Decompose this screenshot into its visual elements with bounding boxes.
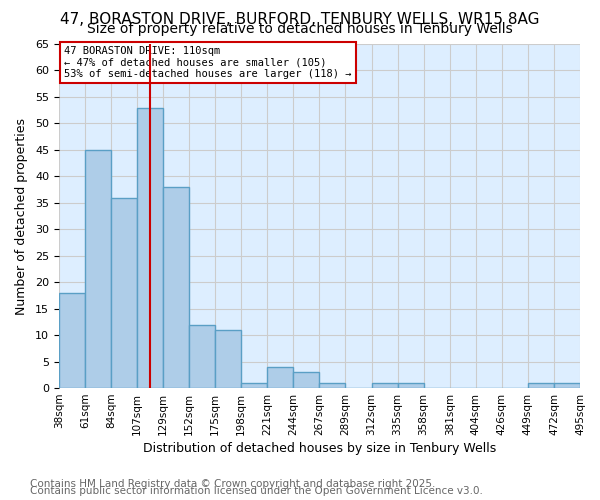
Y-axis label: Number of detached properties: Number of detached properties	[15, 118, 28, 314]
Bar	[59, 293, 85, 388]
Text: Contains public sector information licensed under the Open Government Licence v3: Contains public sector information licen…	[30, 486, 483, 496]
Bar	[267, 367, 293, 388]
Bar	[371, 383, 398, 388]
Text: Size of property relative to detached houses in Tenbury Wells: Size of property relative to detached ho…	[87, 22, 513, 36]
X-axis label: Distribution of detached houses by size in Tenbury Wells: Distribution of detached houses by size …	[143, 442, 496, 455]
Bar	[528, 383, 554, 388]
Bar	[163, 187, 189, 388]
Bar	[398, 383, 424, 388]
Bar	[241, 383, 267, 388]
Text: 47 BORASTON DRIVE: 110sqm
← 47% of detached houses are smaller (105)
53% of semi: 47 BORASTON DRIVE: 110sqm ← 47% of detac…	[64, 46, 352, 79]
Text: 47, BORASTON DRIVE, BURFORD, TENBURY WELLS, WR15 8AG: 47, BORASTON DRIVE, BURFORD, TENBURY WEL…	[60, 12, 540, 26]
Bar	[215, 330, 241, 388]
Bar	[111, 198, 137, 388]
Bar	[554, 383, 580, 388]
Bar	[319, 383, 346, 388]
Bar	[293, 372, 319, 388]
Bar	[189, 324, 215, 388]
Text: Contains HM Land Registry data © Crown copyright and database right 2025.: Contains HM Land Registry data © Crown c…	[30, 479, 436, 489]
Bar	[85, 150, 111, 388]
Bar	[137, 108, 163, 388]
